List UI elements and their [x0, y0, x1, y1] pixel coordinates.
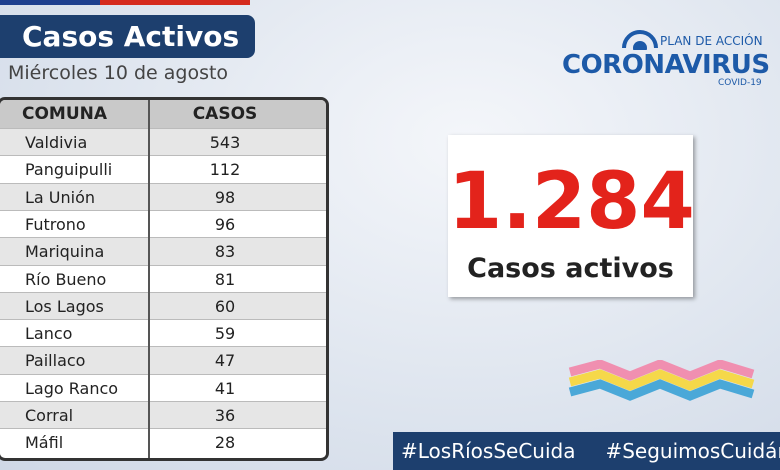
table-row: Corral 36	[0, 401, 326, 430]
cell-name: Panguipulli	[25, 160, 113, 180]
table-row: Río Bueno 81	[0, 264, 326, 293]
table-row: La Unión 98	[0, 182, 326, 211]
cell-value: 36	[214, 406, 236, 425]
table-row: Lago Ranco 41	[0, 373, 326, 402]
total-label: Casos activos	[467, 253, 674, 284]
total-box: 1.284 Casos activos	[448, 135, 695, 297]
hashtag: #LosRíosSeCuida	[401, 439, 576, 463]
date: Miércoles 10 de agosto	[8, 62, 229, 84]
cell-value: 47	[214, 351, 236, 371]
cell-value: 59	[214, 324, 236, 344]
table-row: Paillaco 47	[0, 346, 326, 375]
cell-name: Río Bueno	[25, 269, 107, 289]
cell-value: 28	[214, 433, 236, 453]
table-row: Futrono 96	[0, 209, 326, 239]
hashtag: #SeguimosCuidándonos	[605, 439, 780, 463]
title: Casos Activos	[0, 15, 255, 58]
cell-name: Corral	[25, 406, 74, 425]
cell-name: Los Lagos	[25, 296, 104, 316]
cell-name: Paillaco	[25, 351, 86, 371]
cell-value: 96	[214, 214, 236, 234]
cell-name: Futrono	[25, 214, 86, 234]
table-row: Los Lagos 60	[0, 291, 326, 321]
table-row: Valdivia 543	[0, 128, 326, 157]
cell-name: Lago Ranco	[25, 378, 119, 398]
wave-decoration	[568, 360, 755, 401]
flag-stripe	[0, 0, 250, 5]
logo-sub: COVID-19	[718, 78, 762, 88]
hashtag-bar: #LosRíosSeCuida #SeguimosCuidándonos	[393, 432, 780, 470]
cell-value: 81	[214, 269, 236, 289]
cell-value: 41	[214, 378, 236, 398]
column-divider	[148, 100, 150, 458]
table-row: Lanco 59	[0, 319, 326, 348]
total-value: 1.284	[448, 157, 695, 247]
logo-icon	[622, 30, 658, 50]
cell-name: Lanco	[25, 324, 73, 344]
cell-name: Mariquina	[25, 242, 105, 262]
cell-value: 543	[209, 133, 241, 152]
table-row: Máfil 28	[0, 428, 326, 457]
cell-value: 98	[214, 187, 236, 207]
cell-name: Valdivia	[25, 133, 88, 152]
cell-value: 83	[214, 242, 236, 262]
cell-value: 112	[209, 160, 241, 180]
cell-value: 60	[214, 296, 236, 316]
logo-name: CORONAVIRUS	[562, 50, 770, 80]
column-header: COMUNA	[22, 104, 108, 124]
logo-plan: PLAN DE ACCIÓN	[660, 34, 763, 48]
table-row: Panguipulli 112	[0, 155, 326, 184]
table-row: Mariquina 83	[0, 237, 326, 266]
cell-name: La Unión	[25, 187, 96, 207]
cell-name: Máfil	[25, 433, 64, 453]
